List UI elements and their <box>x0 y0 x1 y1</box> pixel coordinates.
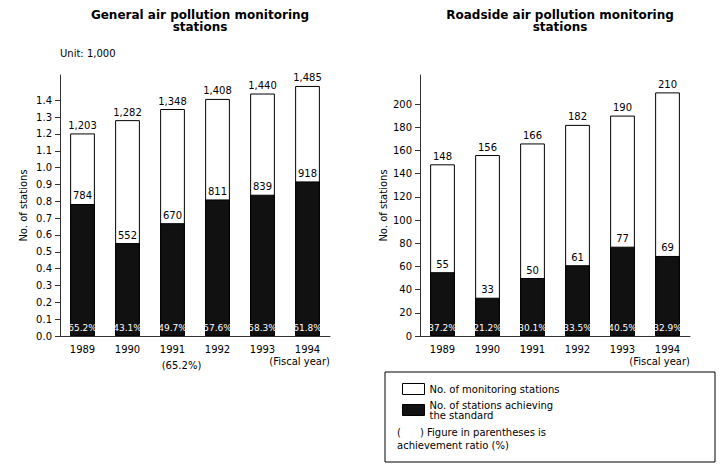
svg-text:(49.7%): (49.7%) <box>155 323 191 333</box>
svg-text:166: 166 <box>523 130 542 141</box>
svg-text:(Fiscal year): (Fiscal year) <box>629 356 690 367</box>
svg-text:1,282: 1,282 <box>113 107 142 118</box>
svg-text:552: 552 <box>118 230 137 241</box>
svg-text:784: 784 <box>73 190 92 201</box>
svg-text:achievement ratio (%): achievement ratio (%) <box>397 440 509 451</box>
svg-text:156: 156 <box>478 142 497 153</box>
svg-text:Roadside air pollution monitor: Roadside air pollution monitoring <box>446 8 674 22</box>
svg-text:811: 811 <box>208 186 227 197</box>
svg-text:77: 77 <box>616 233 629 244</box>
svg-text:1990: 1990 <box>475 344 500 355</box>
svg-text:100: 100 <box>393 215 412 226</box>
svg-text:182: 182 <box>568 111 587 122</box>
svg-text:(65.2%): (65.2%) <box>65 323 101 333</box>
svg-text:69: 69 <box>661 242 674 253</box>
svg-text:(30.1%): (30.1%) <box>515 323 551 333</box>
svg-text:0.3: 0.3 <box>36 280 52 291</box>
svg-text:839: 839 <box>253 181 272 192</box>
svg-text:33: 33 <box>481 284 494 295</box>
svg-text:1991: 1991 <box>520 344 545 355</box>
svg-text:(43.1%): (43.1%) <box>110 323 146 333</box>
svg-text:1,348: 1,348 <box>158 96 187 107</box>
svg-text:(33.5%): (33.5%) <box>560 323 596 333</box>
svg-text:0.4: 0.4 <box>36 263 52 274</box>
svg-text:0.8: 0.8 <box>36 196 52 207</box>
svg-text:1,203: 1,203 <box>68 120 97 131</box>
svg-text:0: 0 <box>406 331 412 342</box>
svg-text:1990: 1990 <box>115 344 140 355</box>
svg-text:1992: 1992 <box>565 344 590 355</box>
svg-text:60: 60 <box>399 261 412 272</box>
svg-text:1993: 1993 <box>610 344 635 355</box>
svg-text:( ) Figure in parentheses: ( ) Figure in parentheses is <box>397 427 546 438</box>
svg-text:1994: 1994 <box>655 344 680 355</box>
svg-text:0.1: 0.1 <box>36 314 52 325</box>
svg-text:(65.2%): (65.2%) <box>162 360 202 371</box>
svg-text:1992: 1992 <box>205 344 230 355</box>
svg-text:stations: stations <box>533 20 588 34</box>
svg-text:(58.3%): (58.3%) <box>245 323 281 333</box>
svg-text:(37.2%): (37.2%) <box>425 323 461 333</box>
svg-text:Unit: 1,000: Unit: 1,000 <box>60 48 116 59</box>
svg-text:(61.8%): (61.8%) <box>290 323 326 333</box>
svg-text:1.0: 1.0 <box>36 162 52 173</box>
svg-text:1.4: 1.4 <box>36 95 52 106</box>
svg-text:50: 50 <box>526 265 539 276</box>
svg-text:1991: 1991 <box>160 344 185 355</box>
svg-text:(40.5%): (40.5%) <box>605 323 641 333</box>
svg-text:(Fiscal year): (Fiscal year) <box>269 356 330 367</box>
svg-text:General air pollution monitori: General air pollution monitoring <box>90 8 310 22</box>
svg-text:55: 55 <box>436 259 449 270</box>
svg-text:(21.2%): (21.2%) <box>470 323 506 333</box>
svg-text:1,485: 1,485 <box>293 72 322 83</box>
svg-text:1.2: 1.2 <box>36 128 52 139</box>
svg-text:0.7: 0.7 <box>36 213 52 224</box>
svg-text:1.1: 1.1 <box>36 145 52 156</box>
svg-text:1993: 1993 <box>250 344 275 355</box>
svg-text:670: 670 <box>163 210 182 221</box>
svg-text:180: 180 <box>393 122 412 133</box>
svg-text:918: 918 <box>298 168 317 179</box>
svg-text:40: 40 <box>399 284 412 295</box>
svg-text:1989: 1989 <box>70 344 95 355</box>
svg-text:148: 148 <box>433 151 452 162</box>
svg-text:0.2: 0.2 <box>36 297 52 308</box>
svg-text:stations: stations <box>173 20 228 34</box>
svg-text:No. of stations: No. of stations <box>378 169 389 241</box>
svg-text:1994: 1994 <box>295 344 320 355</box>
svg-text:140: 140 <box>393 168 412 179</box>
svg-text:the standard: the standard <box>430 410 494 421</box>
svg-text:80: 80 <box>399 238 412 249</box>
svg-text:210: 210 <box>658 79 677 90</box>
svg-text:1,408: 1,408 <box>203 85 232 96</box>
svg-text:1989: 1989 <box>430 344 455 355</box>
svg-text:1,440: 1,440 <box>248 80 277 91</box>
svg-text:No. of monitoring stations: No. of monitoring stations <box>430 384 560 395</box>
svg-text:(32.9%): (32.9%) <box>650 323 686 333</box>
svg-text:120: 120 <box>393 191 412 202</box>
svg-text:1.3: 1.3 <box>36 112 52 123</box>
svg-text:(57.6%): (57.6%) <box>200 323 236 333</box>
svg-text:200: 200 <box>393 99 412 110</box>
svg-text:No. of stations achieving: No. of stations achieving <box>429 399 554 411</box>
svg-text:0.5: 0.5 <box>36 246 52 257</box>
svg-text:0.0: 0.0 <box>36 331 52 342</box>
svg-text:190: 190 <box>613 102 632 113</box>
svg-text:0.9: 0.9 <box>36 179 52 190</box>
svg-text:61: 61 <box>571 252 584 263</box>
svg-text:0.6: 0.6 <box>36 229 52 240</box>
svg-text:160: 160 <box>393 145 412 156</box>
svg-text:20: 20 <box>399 307 412 318</box>
svg-text:No. of stations: No. of stations <box>18 169 29 241</box>
